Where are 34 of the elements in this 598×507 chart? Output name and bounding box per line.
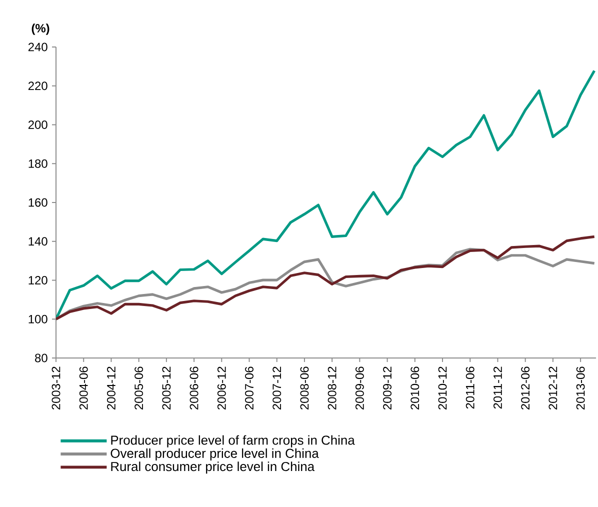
y-tick-label: 200	[28, 120, 48, 129]
x-tick-label: 2012-12	[548, 366, 558, 410]
y-tick-label: 160	[28, 198, 48, 207]
y-tick-label: 240	[28, 42, 48, 52]
x-tick-label: 2003-12	[52, 366, 60, 410]
x-tick-label: 2006-12	[217, 366, 226, 410]
x-tick-label: 2008-12	[328, 366, 336, 410]
y-tick-label: 120	[28, 276, 48, 284]
legend-label: Rural consumer price level in China	[111, 462, 315, 474]
x-tick-label: 2008-06	[300, 366, 309, 410]
x-tick-label: 2009-06	[355, 366, 364, 410]
y-tick-label: 180	[28, 159, 48, 168]
y-tick-label: 80	[35, 354, 48, 362]
y-tick-label: 220	[28, 82, 48, 90]
y-tick-label: 100	[28, 314, 48, 324]
x-tick-label: 2010-12	[438, 366, 447, 410]
x-tick-label: 2009-12	[383, 366, 392, 410]
y-tick-label: 140	[28, 237, 48, 246]
x-tick-label: 2013-06	[576, 366, 585, 410]
line-series	[56, 69, 596, 320]
x-tick-label: 2010-06	[410, 366, 420, 410]
legend-label: Producer price level of farm crops in China	[111, 435, 355, 448]
x-tick-label: 2007-06	[245, 366, 254, 410]
legend-label: Overall producer price level in China	[110, 448, 319, 461]
x-tick-label: 2004-06	[79, 366, 88, 410]
x-tick-label: 2004-12	[106, 366, 116, 410]
x-tick-label: 2011-06	[466, 366, 474, 409]
x-tick-label: 2007-12	[272, 366, 282, 410]
x-tick-label: 2005-12	[162, 366, 171, 410]
x-tick-label: 2006-06	[190, 366, 198, 410]
x-tick-label: 2012-06	[521, 366, 530, 410]
y-axis-title: (%)	[32, 24, 50, 35]
x-tick-label: 2011-12	[493, 366, 502, 409]
x-tick-label: 2005-06	[134, 366, 144, 410]
